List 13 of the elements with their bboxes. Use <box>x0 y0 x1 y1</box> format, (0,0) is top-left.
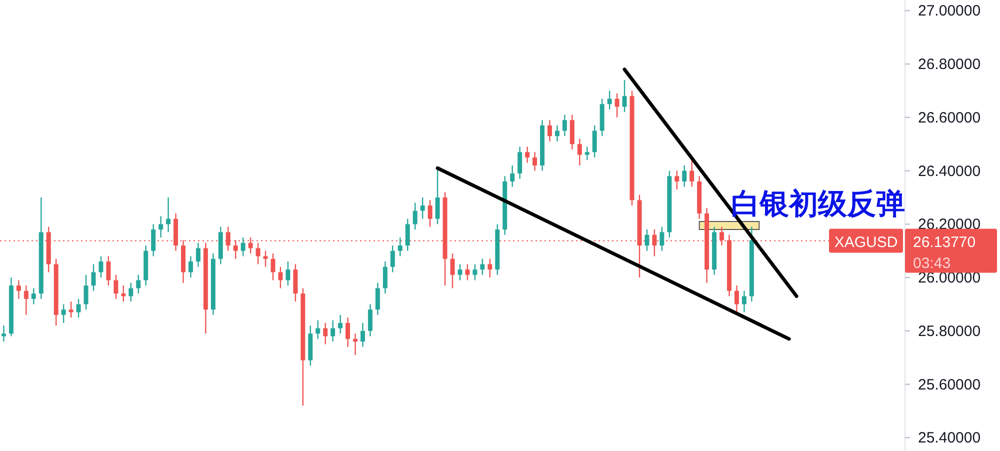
y-tick-label: 26.60000 <box>918 109 981 126</box>
y-tick-label: 25.80000 <box>918 322 981 340</box>
ref-line-label: XAGUSD <box>834 234 898 251</box>
y-tick-label: 27.00000 <box>918 2 981 20</box>
y-tick-label: 25.40000 <box>918 430 981 447</box>
y-tick-label: 26.40000 <box>918 162 981 180</box>
annotation: 白银初级反弹 <box>731 187 905 220</box>
text: 03:43 <box>913 254 951 272</box>
y-tick-label: 26.00000 <box>918 270 981 287</box>
y-tick-label: 25.60000 <box>918 376 981 394</box>
y-tick-label: 26.80000 <box>918 56 981 74</box>
y-tick-label: 26.20000 <box>918 216 981 234</box>
text: 26.13770 <box>913 234 976 251</box>
